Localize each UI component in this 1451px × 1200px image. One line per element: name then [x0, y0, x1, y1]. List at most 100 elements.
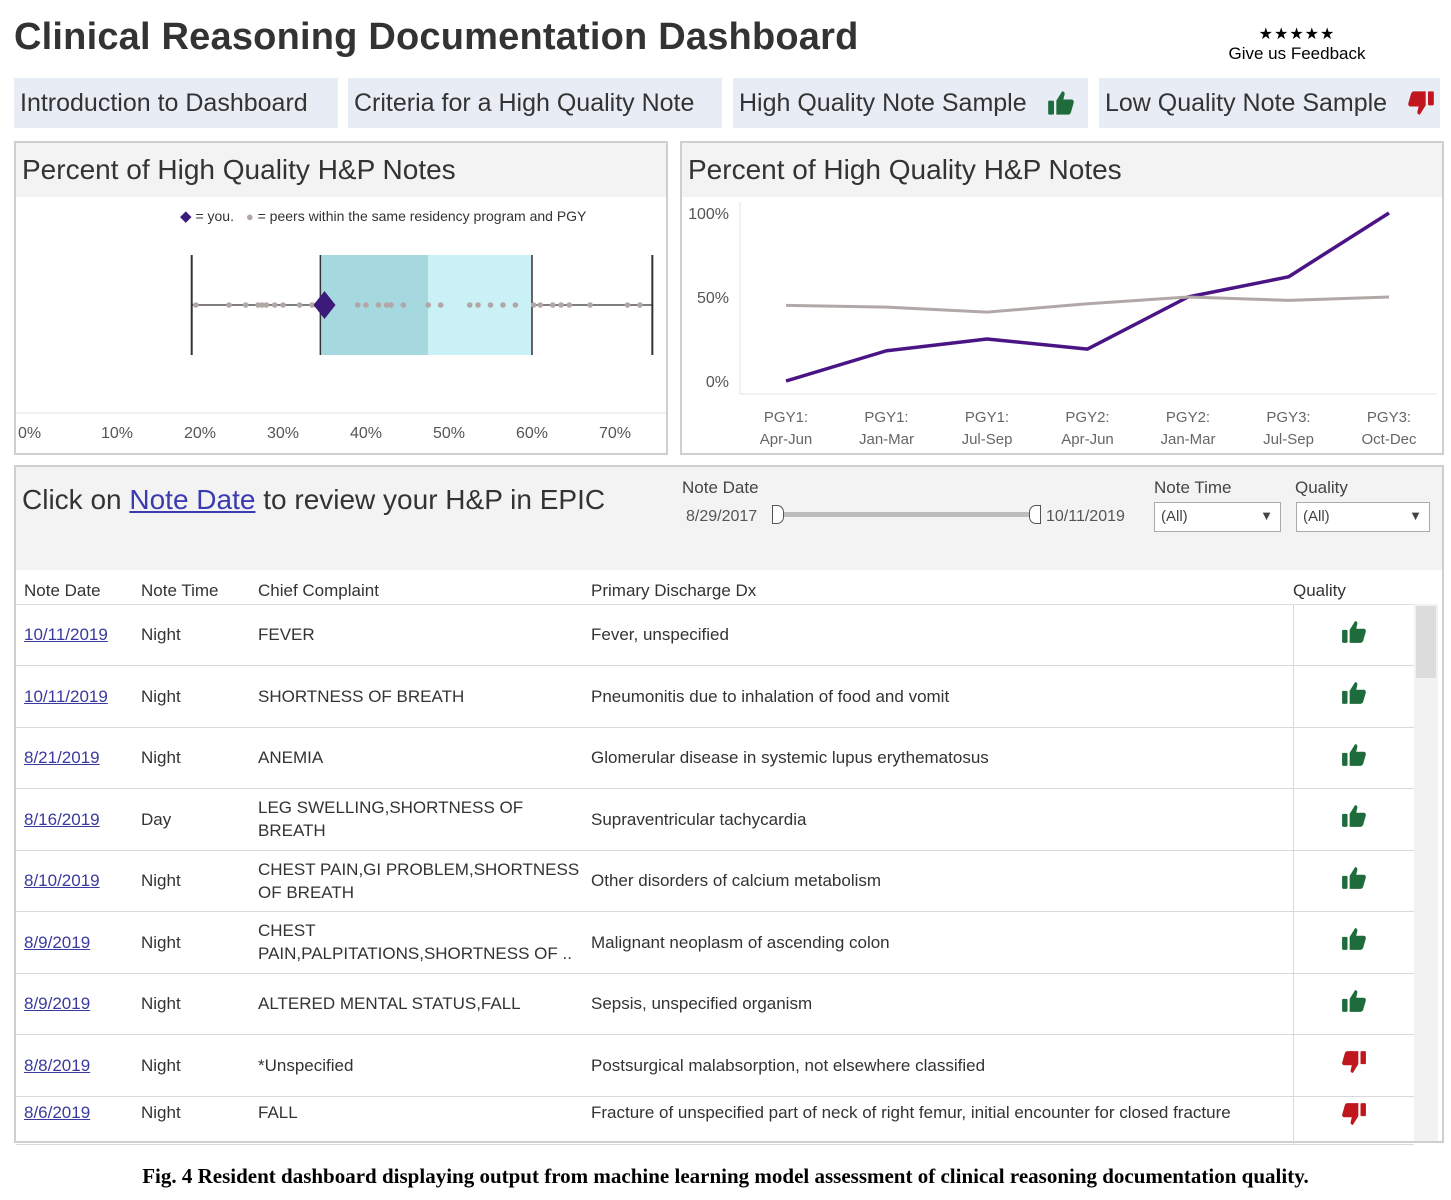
x-tick-label: Apr-Jun [760, 431, 813, 448]
note-date-link[interactable]: 10/11/2019 [24, 686, 108, 706]
notes-table: Note Date Note Time Chief Complaint Prim… [16, 572, 1414, 1145]
boxplot-legend: ◆ = you. ● = peers within the same resid… [180, 207, 586, 225]
table-row[interactable]: 10/11/2019 Night FEVER Fever, unspecified [16, 604, 1414, 666]
x-tick-label: PGY1: [965, 409, 1009, 426]
note-date-link[interactable]: 10/11/2019 [24, 625, 108, 645]
table-row[interactable]: 8/9/2019 Night CHEST PAIN,PALPITATIONS,SHO… [16, 911, 1414, 974]
you-point [313, 291, 336, 319]
note-time-cell: Night [133, 1034, 250, 1097]
table-row[interactable]: 8/8/2019 Night *Unspecified Postsurgical ma… [16, 1034, 1414, 1097]
chief-complaint-cell: FEVER [250, 604, 583, 666]
table-row[interactable]: 8/16/2019 Day LEG SWELLING,SHORTNESS OF BR… [16, 788, 1414, 851]
line-chart: 100% 50% 0% PGY1: Apr-Jun PGY1: Jan-Mar PGY1: Ju… [688, 202, 1437, 448]
note-date-link[interactable]: 8/9/2019 [24, 994, 91, 1014]
note-time-cell: Night [133, 911, 250, 974]
x-tick-label: PGY1: [864, 409, 908, 426]
peer-point [383, 302, 390, 308]
discharge-dx-cell: Postsurgical malabsorption, not elsewher… [583, 1034, 1293, 1097]
notes-panel-title: Click on Note Date to review your H&P in… [22, 484, 605, 516]
x-tick-label: Jul-Sep [962, 431, 1013, 448]
axis-tick-label: 60% [516, 425, 548, 442]
note-date-link[interactable]: 8/9/2019 [24, 932, 91, 952]
chief-complaint-cell: ANEMIA [250, 727, 583, 789]
thumbs-up-icon [1341, 630, 1367, 649]
you-diamond-icon: ◆ [180, 208, 192, 225]
chief-complaint-cell: *Unspecified [250, 1034, 583, 1097]
table-scrollbar-thumb[interactable] [1416, 606, 1436, 678]
quality-select[interactable]: (All) ▼ [1296, 502, 1430, 532]
note-time-cell: Night [133, 727, 250, 789]
table-row[interactable]: 8/9/2019 Night ALTERED MENTAL STATUS,FALL S… [16, 973, 1414, 1035]
table-row[interactable]: 10/11/2019 Night SHORTNESS OF BREATH Pneumo… [16, 665, 1414, 728]
x-tick-label: PGY3: [1266, 409, 1310, 426]
table-scrollbar[interactable] [1414, 604, 1438, 1141]
note-date-link[interactable]: 8/6/2019 [24, 1102, 91, 1122]
thumbs-down-icon [1407, 89, 1435, 117]
axis-tick-label: 0% [18, 425, 41, 442]
peer-point [487, 302, 494, 308]
peer-point [512, 302, 519, 308]
peer-point [271, 302, 278, 308]
thumbs-up-icon [1047, 89, 1075, 117]
rating-stars-icon[interactable]: ★★★★★ [1258, 26, 1336, 43]
column-header-chief-complaint[interactable]: Chief Complaint [250, 572, 583, 605]
peer-point [375, 302, 382, 308]
note-time-select[interactable]: (All) ▼ [1154, 502, 1281, 532]
boxplot-panel: Percent of High Quality H&P Notes [14, 141, 668, 455]
quality-cell [1292, 1034, 1414, 1097]
feedback-label[interactable]: Give us Feedback [1228, 44, 1366, 63]
note-date-link[interactable]: 8/21/2019 [24, 748, 100, 768]
nav-high-quality-sample-button[interactable]: High Quality Note Sample [733, 78, 1088, 128]
column-header-discharge-dx[interactable]: Primary Discharge Dx [583, 572, 1293, 605]
note-date-link[interactable]: 8/16/2019 [24, 809, 100, 829]
date-range-end-handle[interactable] [1029, 505, 1041, 524]
nav-criteria-button[interactable]: Criteria for a High Quality Note [348, 78, 722, 128]
discharge-dx-cell: Fracture of unspecified part of neck of … [583, 1096, 1293, 1145]
x-tick-label: Jan-Mar [859, 431, 914, 448]
table-row[interactable]: 8/6/2019 Night FALL Fracture of unspecified… [16, 1096, 1414, 1145]
nav-high-quality-label: High Quality Note Sample [739, 88, 1027, 117]
thumbs-up-icon [1341, 876, 1367, 895]
y-tick-label: 50% [697, 290, 729, 307]
column-header-note-date[interactable]: Note Date [16, 572, 133, 605]
quality-cell [1292, 604, 1414, 666]
quality-select-value: (All) [1303, 508, 1330, 525]
date-range-start-handle[interactable] [772, 505, 784, 524]
column-header-note-time[interactable]: Note Time [133, 572, 250, 605]
peer-point [530, 302, 537, 308]
peer-point [537, 302, 544, 308]
date-range-end[interactable]: 10/11/2019 [1046, 508, 1125, 525]
note-date-link[interactable]: 8/10/2019 [24, 871, 100, 891]
quality-cell [1292, 788, 1414, 851]
column-header-quality[interactable]: Quality [1293, 572, 1414, 605]
x-tick-label: Apr-Jun [1061, 431, 1114, 448]
peer-point [400, 302, 407, 308]
peer-point [500, 302, 506, 308]
table-row[interactable]: 8/10/2019 Night CHEST PAIN,GI PROBLEM,SHOR… [16, 850, 1414, 912]
x-tick-label: PGY2: [1065, 409, 1109, 426]
notes-title-suffix: to review your H&P in EPIC [255, 484, 606, 515]
note-date-link[interactable]: Note Date [129, 484, 256, 515]
dropdown-arrow-icon: ▼ [1409, 508, 1422, 523]
peer-point [587, 302, 593, 308]
table-row[interactable]: 8/21/2019 Night ANEMIA Glomerular disease i… [16, 727, 1414, 789]
thumbs-up-icon [1341, 814, 1367, 833]
note-date-link[interactable]: 8/8/2019 [24, 1055, 91, 1075]
axis-tick-label: 10% [101, 425, 133, 442]
chief-complaint-cell: FALL [250, 1096, 583, 1145]
legend-you-label: = you. [195, 208, 234, 224]
quality-cell [1292, 911, 1414, 974]
feedback-widget[interactable]: ★★★★★ Give us Feedback [1214, 26, 1380, 64]
quality-cell [1292, 665, 1414, 728]
thumbs-up-icon [1341, 999, 1367, 1018]
quality-filter-label: Quality [1295, 478, 1348, 497]
quality-cell [1292, 727, 1414, 789]
date-range-start[interactable]: 8/29/2017 [686, 508, 758, 525]
series-line-you [785, 211, 1390, 383]
note-time-select-value: (All) [1161, 508, 1188, 525]
box-lower-half [320, 255, 429, 355]
nav-low-quality-sample-button[interactable]: Low Quality Note Sample [1099, 78, 1440, 128]
date-range-slider-track[interactable] [780, 512, 1038, 517]
nav-introduction-button[interactable]: Introduction to Dashboard [14, 78, 338, 128]
notes-table-header-row: Note Date Note Time Chief Complaint Prim… [16, 572, 1414, 605]
